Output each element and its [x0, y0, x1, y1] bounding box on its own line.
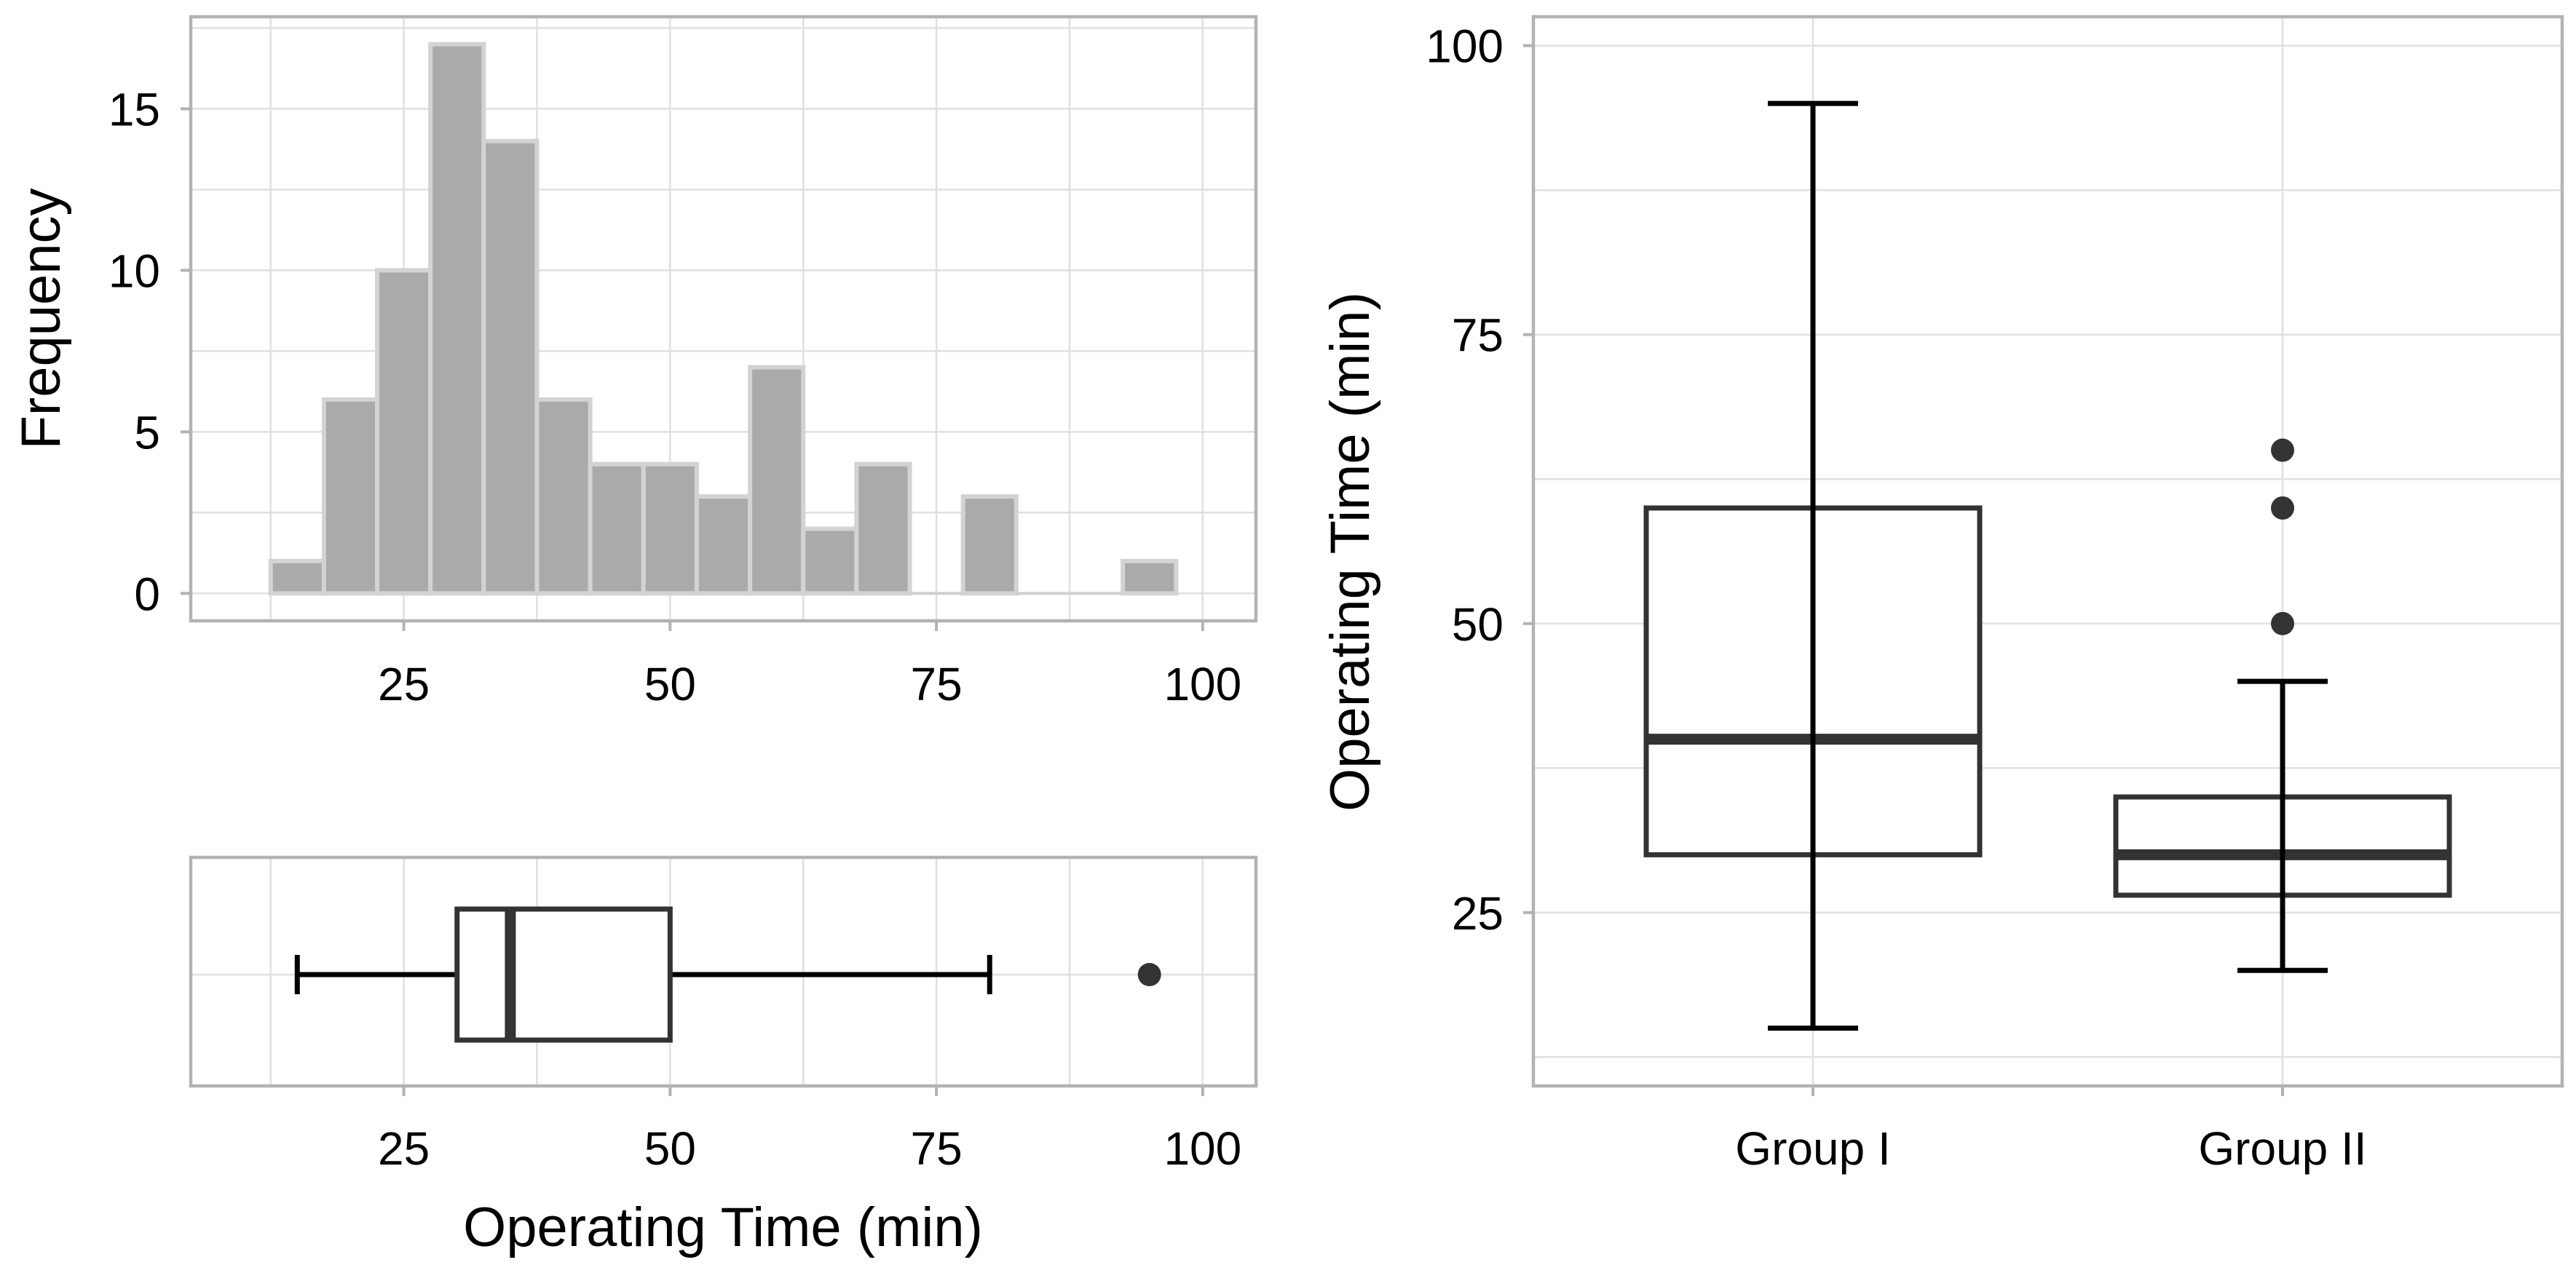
- vbox-outlier: [2271, 611, 2294, 635]
- hist-y-tick-label: 0: [134, 568, 160, 620]
- hbox-grid: [191, 857, 1256, 1086]
- histogram-y-axis-title: Frequency: [10, 188, 72, 449]
- hbox-frame: [189, 855, 1258, 1088]
- histogram-bar: [694, 494, 753, 596]
- vbox-x-ticks: Group I Group II: [1735, 1086, 2367, 1175]
- hbox-outlier: [1137, 963, 1161, 986]
- histogram-bar: [1121, 558, 1179, 596]
- hbox-box: [454, 906, 673, 1043]
- histogram-bar: [801, 526, 859, 596]
- vbox-plot: [1643, 100, 2452, 1031]
- hist-x-tick-label: 75: [911, 658, 963, 710]
- histogram-frame: [189, 15, 1258, 623]
- vbox-y-tick-label: 50: [1452, 598, 1504, 651]
- vbox-frame: [1531, 15, 2564, 1088]
- histogram-bar: [748, 365, 806, 596]
- hbox-x-ticks: 25 50 75 100: [378, 1086, 1241, 1175]
- hbox-x-tick-label: 25: [378, 1122, 430, 1175]
- vbox-y-tick-label: 75: [1452, 309, 1504, 362]
- vbox-y-ticks: 25 50 75 100: [1426, 20, 1533, 940]
- vbox-y-tick-label: 100: [1426, 20, 1504, 73]
- hbox-x-tick-label: 75: [911, 1122, 963, 1175]
- histogram-bar: [268, 558, 326, 596]
- histogram-x-ticks: 25 50 75 100: [378, 621, 1241, 710]
- histogram-bar: [854, 461, 912, 596]
- hbox-x-axis-title: Operating Time (min): [463, 1197, 983, 1258]
- hist-y-tick-label: 15: [108, 83, 160, 135]
- hist-y-tick-label: 10: [108, 245, 160, 297]
- histogram-bar: [375, 268, 433, 596]
- vbox-x-tick-label: Group I: [1735, 1122, 1890, 1175]
- histogram-bar: [534, 397, 593, 596]
- hbox-x-tick-label: 100: [1163, 1122, 1241, 1175]
- vbox-outlier: [2271, 496, 2294, 520]
- vbox-outlier: [2271, 438, 2294, 462]
- histogram-bar: [960, 494, 1019, 596]
- histogram-bar: [481, 138, 540, 596]
- hbox-x-tick-label: 50: [644, 1122, 696, 1175]
- histogram-bar: [588, 461, 646, 596]
- vbox-y-tick-label: 25: [1452, 887, 1504, 940]
- histogram-bar: [321, 397, 380, 596]
- hist-x-tick-label: 100: [1163, 658, 1241, 710]
- histogram-bars: [268, 41, 1179, 596]
- histogram-bar: [641, 461, 699, 596]
- histogram-bar: [428, 41, 486, 596]
- hist-y-tick-label: 5: [134, 406, 160, 459]
- vbox-x-tick-label: Group II: [2198, 1122, 2366, 1175]
- hist-x-tick-label: 50: [644, 658, 696, 710]
- hbox-plot: [294, 906, 1161, 1043]
- vbox-y-axis-title: Operating Time (min): [1319, 292, 1381, 812]
- hist-x-tick-label: 25: [378, 658, 430, 710]
- histogram-y-ticks: 0 5 10 15: [108, 83, 191, 620]
